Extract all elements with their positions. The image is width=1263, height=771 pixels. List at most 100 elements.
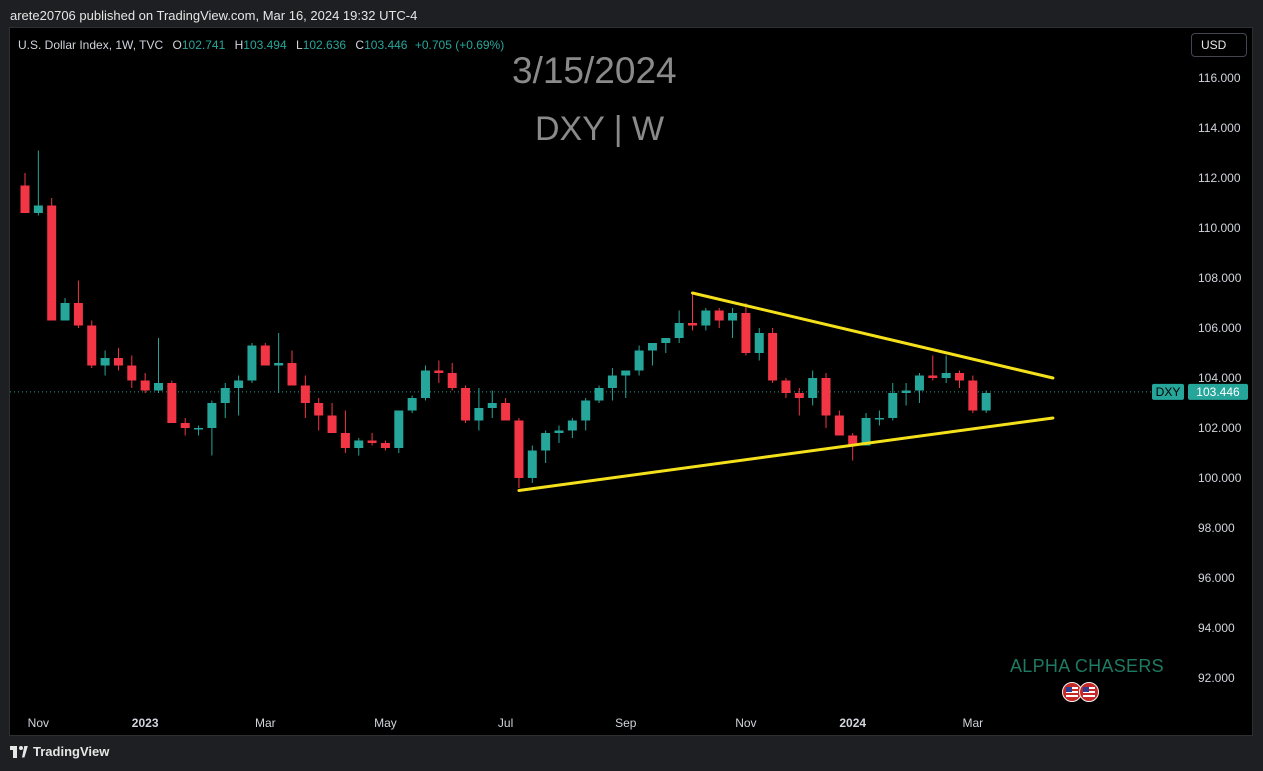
footer: TradingView: [10, 744, 109, 759]
candle-body: [260, 345, 270, 366]
candle-body: [220, 388, 230, 403]
footer-brand[interactable]: TradingView: [33, 744, 110, 759]
candle-body: [621, 370, 631, 376]
candle-body: [781, 380, 791, 393]
x-tick-label: Jul: [498, 716, 513, 730]
candle-body: [113, 358, 123, 366]
candle-body: [100, 358, 110, 366]
candle-body: [581, 400, 591, 421]
candle-body: [554, 430, 564, 433]
candle-body: [981, 393, 991, 411]
candle-body: [527, 450, 537, 478]
candle-body: [567, 420, 577, 431]
candle-body: [514, 420, 524, 478]
candle-body: [47, 205, 57, 321]
y-tick-label: 106.000: [1198, 321, 1242, 335]
candle-body: [20, 185, 30, 213]
us-flag-icon: [1079, 682, 1099, 702]
candle-body: [501, 403, 511, 421]
y-tick-label: 104.000: [1198, 371, 1242, 385]
legend-low: 102.636: [302, 38, 347, 52]
candle-body: [87, 325, 97, 366]
y-tick-label: 102.000: [1198, 421, 1242, 435]
candle-body: [407, 398, 417, 411]
currency-button[interactable]: USD: [1191, 33, 1247, 57]
candle-body: [821, 378, 831, 416]
chart-pane[interactable]: 116.000 114.000 112.000 110.000 108.000 106.0…: [9, 27, 1253, 736]
x-tick-label: 2023: [132, 716, 159, 730]
candle-body: [888, 393, 898, 418]
candle-body: [874, 418, 884, 420]
candle-body: [647, 343, 657, 351]
watermark-date: 3/15/2024: [512, 50, 677, 91]
y-tick-label: 92.000: [1198, 671, 1235, 685]
candle-body: [928, 375, 938, 378]
candle-body: [180, 423, 190, 428]
candle-body: [901, 390, 911, 393]
x-tick-label: Nov: [28, 716, 49, 730]
candle-body: [194, 428, 204, 430]
legend-low-label: L: [296, 38, 303, 52]
y-tick-label: 98.000: [1198, 521, 1235, 535]
candle-body: [461, 388, 471, 421]
candle-body: [728, 313, 738, 321]
candle-body: [367, 440, 377, 443]
y-tick-label: 94.000: [1198, 621, 1235, 635]
candle-body: [274, 363, 284, 366]
x-tick-label: 2024: [839, 716, 866, 730]
candle-body: [661, 338, 671, 343]
candle-body: [541, 433, 551, 451]
legend-high: 103.494: [243, 38, 287, 52]
trendline-upper: [691, 291, 1055, 380]
candle-body: [340, 433, 350, 448]
candle-body: [354, 440, 364, 448]
candle-body: [327, 415, 337, 433]
candle-body: [140, 380, 150, 391]
candle-body: [794, 393, 804, 398]
candle-body: [688, 323, 697, 326]
trendline-lower: [517, 416, 1055, 492]
candle-body: [834, 415, 844, 436]
candle-body: [60, 303, 70, 321]
candle-body: [314, 403, 324, 416]
y-tick-label: 116.000: [1198, 71, 1241, 85]
x-tick-label: May: [374, 716, 397, 730]
candle-body: [634, 350, 644, 371]
y-tick-label: 114.000: [1198, 121, 1241, 135]
alpha-chasers-logo: [1062, 682, 1104, 704]
candle-body: [287, 363, 297, 386]
y-tick-label: 108.000: [1198, 271, 1242, 285]
legend-high-label: H: [234, 38, 244, 52]
candle-body: [380, 443, 390, 448]
legend-close-label: C: [355, 38, 365, 52]
candle-body: [33, 205, 43, 213]
candlestick-chart[interactable]: 116.000 114.000 112.000 110.000 108.000 106.0…: [10, 28, 1253, 736]
candle-body: [941, 373, 951, 378]
y-tick-label: 96.000: [1198, 571, 1235, 585]
candle-body: [167, 383, 177, 423]
candle-body: [741, 313, 751, 353]
candle-body: [674, 323, 684, 338]
candle-body: [754, 333, 764, 353]
candle-body: [914, 375, 924, 391]
legend-open: 102.741: [181, 38, 226, 52]
x-tick-label: Nov: [735, 716, 756, 730]
candle-body: [447, 373, 457, 388]
x-tick-label: Sep: [615, 716, 637, 730]
alpha-chasers-label: ALPHA CHASERS: [1010, 656, 1164, 676]
legend-change: +0.705 (+0.69%): [414, 38, 505, 52]
tradingview-logo-icon: [10, 745, 28, 758]
legend-close: 103.446: [364, 38, 408, 52]
candle-body: [955, 373, 964, 381]
candle-body: [474, 408, 484, 421]
candle-body: [154, 383, 163, 391]
y-tick-label: 100.000: [1198, 471, 1242, 485]
y-tick-label: 110.000: [1198, 221, 1241, 235]
candle-body: [968, 380, 978, 411]
candle-body: [207, 403, 217, 428]
candle-body: [768, 333, 778, 381]
legend-open-label: O: [172, 38, 182, 52]
candle-body: [73, 303, 83, 326]
last-price-label: 103.446: [1196, 385, 1240, 399]
last-price-tag: [1188, 383, 1248, 400]
